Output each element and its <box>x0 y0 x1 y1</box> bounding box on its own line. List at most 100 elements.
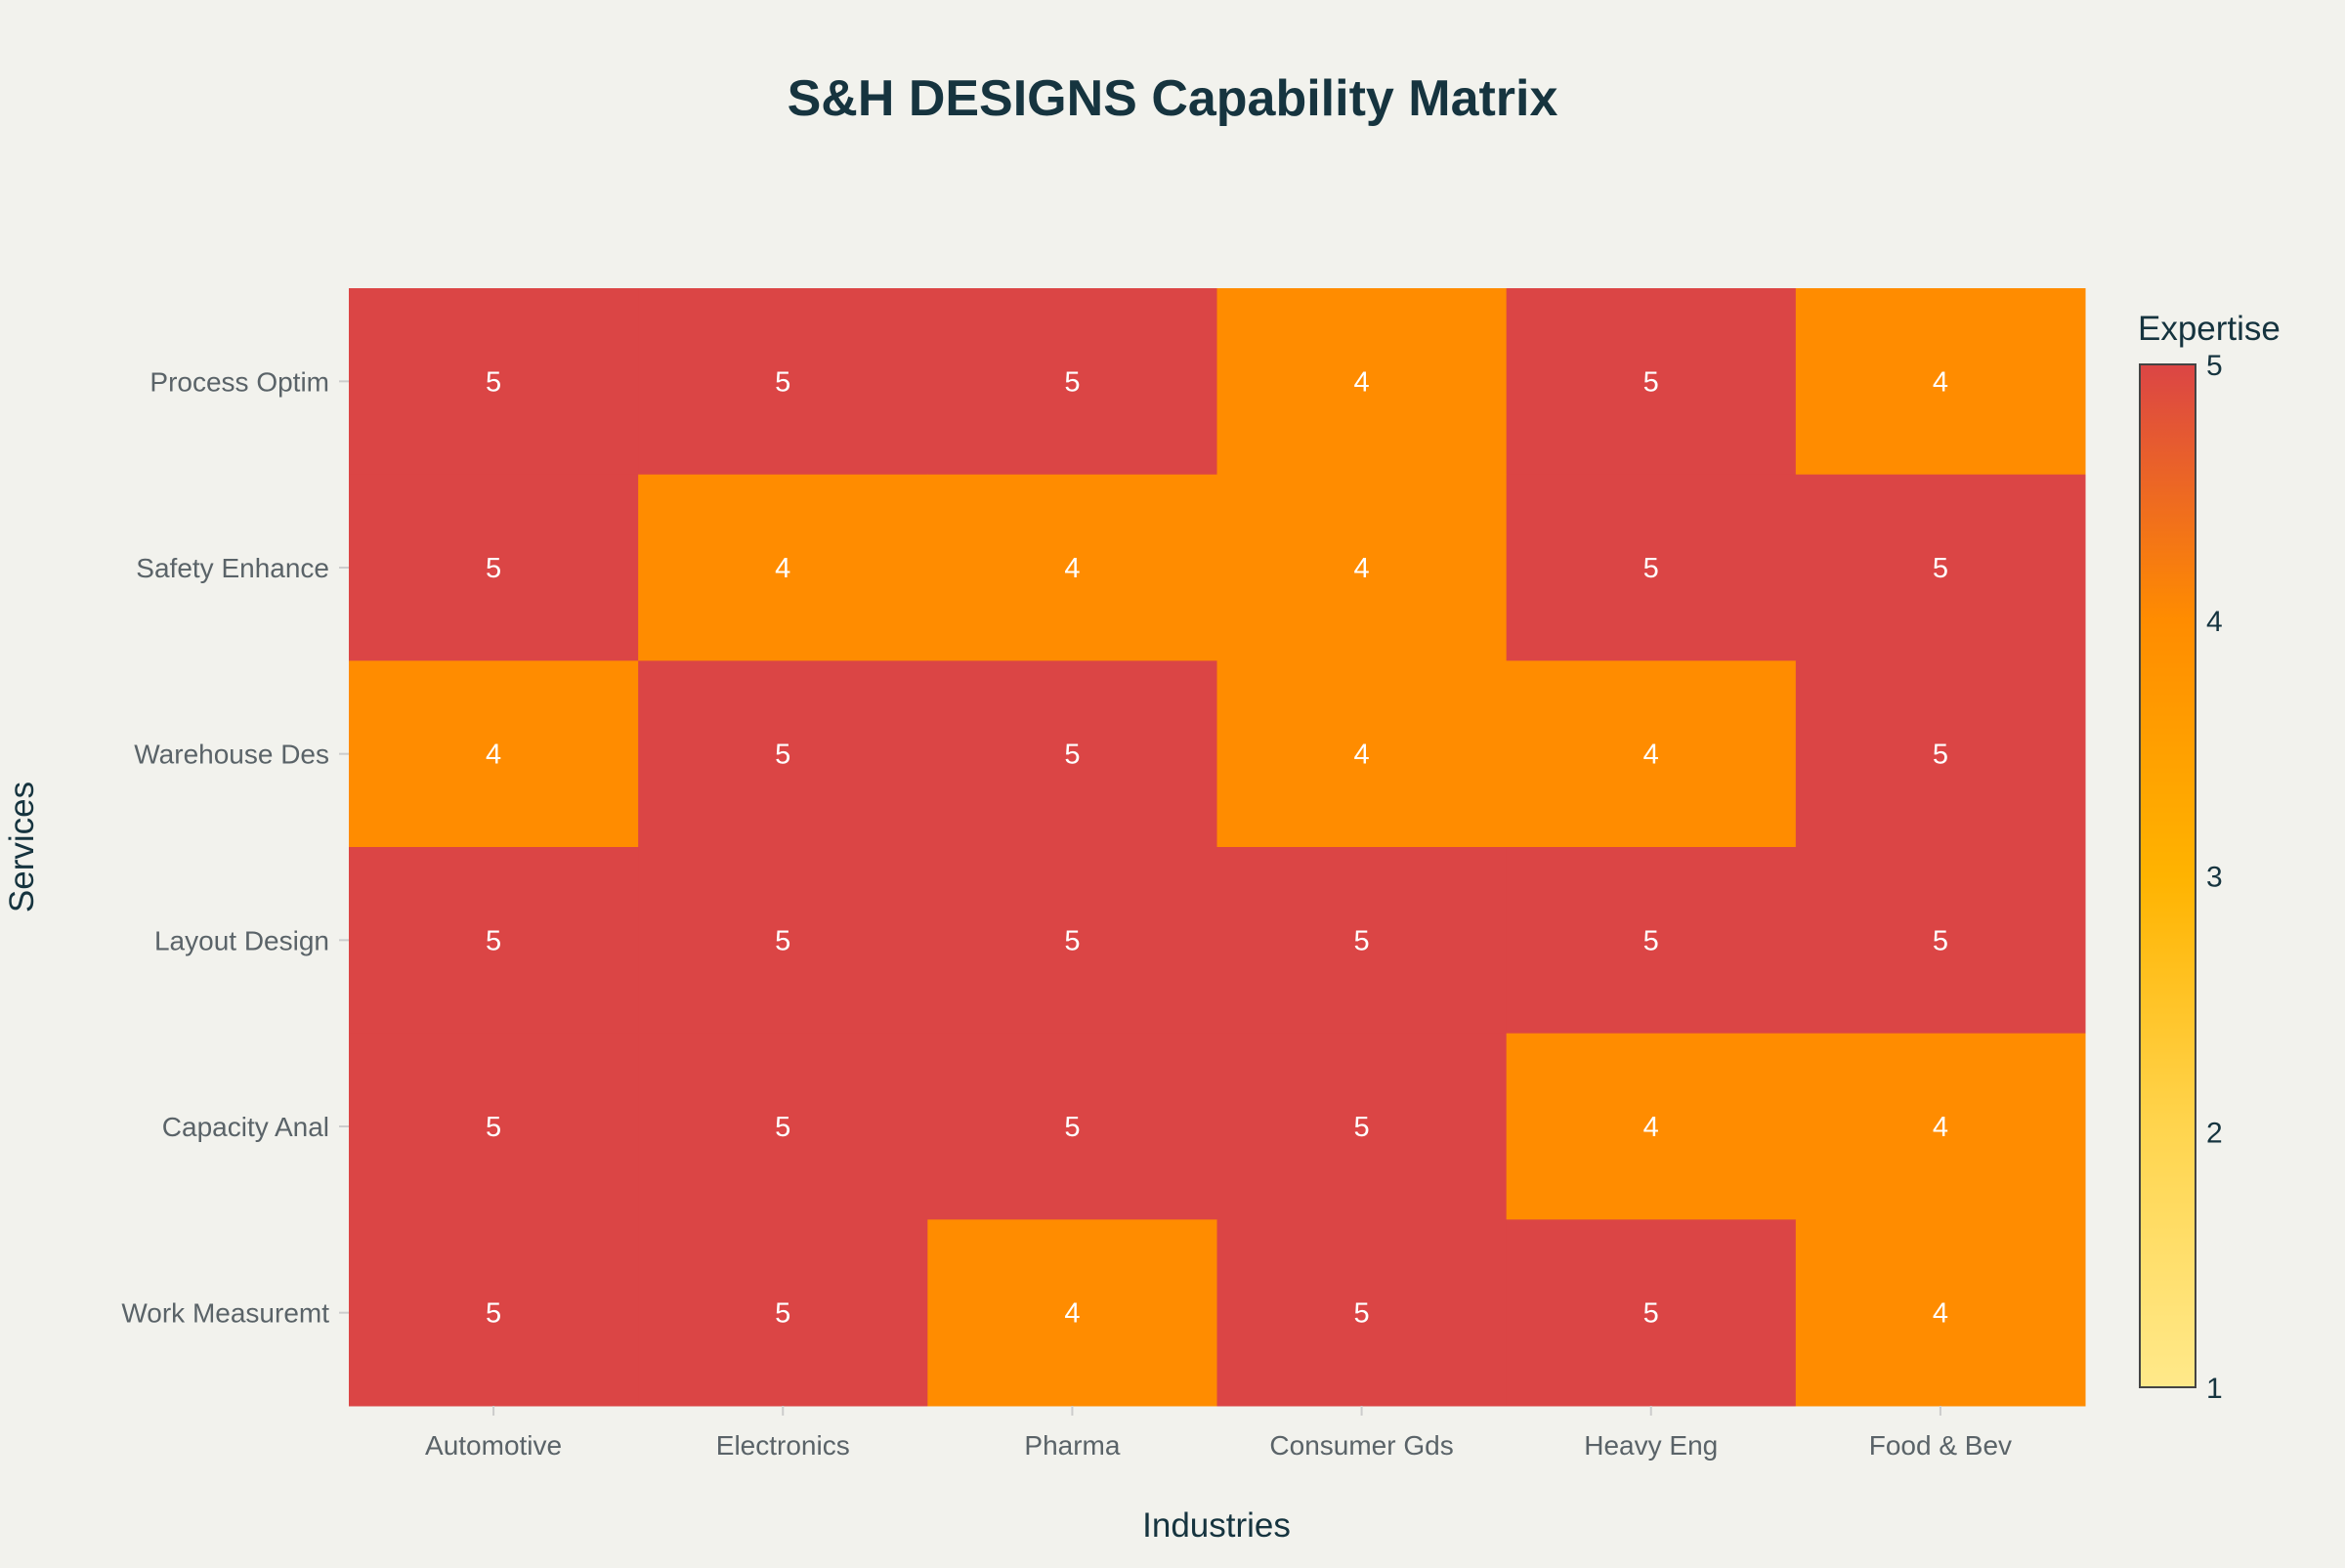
colorbar-tick-label: 2 <box>2206 1117 2223 1149</box>
cell-value-label: 4 <box>1933 1298 1948 1330</box>
y-tick-label: Work Measuremt <box>121 1298 329 1329</box>
cell-value-label: 5 <box>1354 925 1370 956</box>
cell-value-label: 5 <box>775 740 790 771</box>
heatmap-cell <box>1506 474 1797 661</box>
cell-value-label: 4 <box>1643 1112 1659 1143</box>
heatmap-cell <box>1216 660 1508 848</box>
cell-value-label: 4 <box>1064 1298 1080 1330</box>
heatmap-cell <box>349 660 639 848</box>
heatmap-cell <box>638 847 928 1035</box>
heatmap-cell <box>349 847 639 1035</box>
cell-value-label: 5 <box>1064 366 1080 398</box>
heatmap-cell <box>1216 288 1508 476</box>
x-tick-label: Food & Bev <box>1869 1430 2012 1461</box>
y-axis-ticks: Process Optim Safety Enhance Warehouse Des… <box>121 366 349 1329</box>
chart-title: S&H DESIGNS Capability Matrix <box>788 70 1558 127</box>
heatmap-cell <box>349 1033 639 1220</box>
cell-value-label: 4 <box>1064 553 1080 584</box>
heatmap-cell <box>638 474 928 661</box>
cell-value-label: 5 <box>1064 1112 1080 1143</box>
cell-value-label: 5 <box>1354 1112 1370 1143</box>
cell-value-label: 4 <box>1354 553 1370 584</box>
y-tick-label: Warehouse Des <box>134 740 329 770</box>
colorbar-tick-label: 3 <box>2206 862 2223 894</box>
heatmap-cell <box>1216 1219 1508 1407</box>
x-tick-label: Pharma <box>1024 1430 1120 1461</box>
colorbar-tick-label: 5 <box>2206 350 2223 382</box>
cell-value-label: 5 <box>1643 925 1659 956</box>
cell-value-label: 5 <box>1933 740 1948 771</box>
heatmap-cell <box>1216 847 1508 1035</box>
heatmap-cell <box>927 660 1217 848</box>
colorbar-title: Expertise <box>2138 310 2281 348</box>
heatmap-cell <box>1506 1219 1797 1407</box>
cell-value-label: 5 <box>1064 740 1080 771</box>
x-tick-label: Automotive <box>425 1430 562 1461</box>
cell-value-label: 4 <box>1933 1112 1948 1143</box>
heatmap-cell <box>1506 288 1797 476</box>
x-axis-title: Industries <box>1142 1506 1291 1545</box>
heatmap-cell <box>927 474 1217 661</box>
heatmap-cell <box>638 1033 928 1220</box>
heatmap-cell <box>927 1033 1217 1220</box>
cell-value-label: 5 <box>486 553 501 584</box>
heatmap-cell <box>1795 1033 2086 1220</box>
x-axis-ticks: Automotive Electronics Pharma Consumer Gds H… <box>425 1406 2012 1461</box>
cell-value-label: 5 <box>1643 553 1659 584</box>
colorbar-tick-label: 1 <box>2206 1373 2223 1405</box>
cell-value-label: 5 <box>486 1112 501 1143</box>
cell-value-label: 4 <box>1354 366 1370 398</box>
cell-value-label: 4 <box>1643 740 1659 771</box>
heatmap-cell <box>1506 1033 1797 1220</box>
heatmap-cell <box>638 288 928 476</box>
x-tick-label: Heavy Eng <box>1584 1430 1718 1461</box>
x-tick-label: Consumer Gds <box>1269 1430 1453 1461</box>
heatmap-cell <box>927 847 1217 1035</box>
cell-value-label: 5 <box>775 1112 790 1143</box>
cell-value-label: 4 <box>486 740 501 771</box>
cell-value-label: 5 <box>1354 1298 1370 1330</box>
cell-value-label: 5 <box>1064 925 1080 956</box>
heatmap-cell <box>1795 1219 2086 1407</box>
heatmap-cell <box>638 660 928 848</box>
cell-value-label: 5 <box>1643 1298 1659 1330</box>
heatmap-cell <box>927 1219 1217 1407</box>
heatmap-cell <box>1216 474 1508 661</box>
y-tick-label: Safety Enhance <box>136 553 329 583</box>
heatmap-cells <box>349 288 2086 1407</box>
heatmap-cell <box>638 1219 928 1407</box>
cell-value-label: 5 <box>775 1298 790 1330</box>
cell-value-label: 4 <box>1354 740 1370 771</box>
colorbar-tick-label: 4 <box>2206 606 2223 638</box>
y-tick-label: Layout Design <box>154 925 329 955</box>
cell-labels: 5 5 5 4 5 4 5 4 4 4 5 5 4 5 5 4 4 5 5 5 5 5 5 5 5 5 5 5 4 4 5 5 4 5 5 4 <box>486 366 1948 1329</box>
heatmap-cell <box>927 288 1217 476</box>
heatmap-cell <box>1506 660 1797 848</box>
heatmap-cell <box>1795 288 2086 476</box>
cell-value-label: 5 <box>1643 366 1659 398</box>
cell-value-label: 4 <box>775 553 790 584</box>
heatmap-cell <box>349 1219 639 1407</box>
cell-value-label: 5 <box>486 925 501 956</box>
cell-value-label: 5 <box>486 1298 501 1330</box>
cell-value-label: 4 <box>1933 366 1948 398</box>
colorbar <box>2139 363 2196 1388</box>
heatmap-cell <box>1795 660 2086 848</box>
heatmap-cell <box>349 474 639 661</box>
cell-value-label: 5 <box>486 366 501 398</box>
x-tick-label: Electronics <box>716 1430 850 1461</box>
y-axis-title: Services <box>3 782 41 912</box>
heatmap-cell <box>1506 847 1797 1035</box>
cell-value-label: 5 <box>1933 553 1948 584</box>
heatmap-cell <box>349 288 639 476</box>
heatmap-cell <box>1795 847 2086 1035</box>
y-tick-label: Capacity Anal <box>162 1112 329 1142</box>
heatmap-cell <box>1216 1033 1508 1220</box>
cell-value-label: 5 <box>1933 925 1948 956</box>
cell-value-label: 5 <box>775 925 790 956</box>
colorbar-ticks: 1 2 3 4 5 <box>2206 350 2223 1405</box>
y-tick-label: Process Optim <box>149 366 329 397</box>
cell-value-label: 5 <box>775 366 790 398</box>
heatmap-cell <box>1795 474 2086 661</box>
